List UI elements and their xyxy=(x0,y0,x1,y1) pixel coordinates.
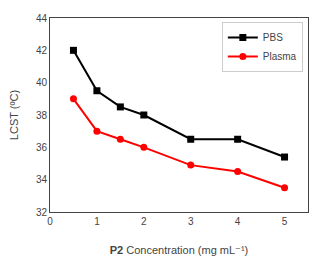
svg-text:44: 44 xyxy=(36,13,48,24)
svg-text:4: 4 xyxy=(235,216,241,227)
svg-text:40: 40 xyxy=(36,77,48,88)
svg-text:Plasma: Plasma xyxy=(263,51,297,62)
svg-text:42: 42 xyxy=(36,45,48,56)
svg-text:2: 2 xyxy=(141,216,147,227)
svg-text:LCST (ºC): LCST (ºC) xyxy=(8,90,20,140)
svg-text:0: 0 xyxy=(47,216,53,227)
svg-text:38: 38 xyxy=(36,110,48,121)
svg-text:1: 1 xyxy=(94,216,100,227)
svg-text:36: 36 xyxy=(36,142,48,153)
svg-text:PBS: PBS xyxy=(263,32,283,43)
svg-text:P2 Concentration (mg mL⁻¹): P2 Concentration (mg mL⁻¹) xyxy=(110,244,248,256)
svg-text:32: 32 xyxy=(36,207,48,218)
svg-text:34: 34 xyxy=(36,174,48,185)
svg-text:3: 3 xyxy=(188,216,194,227)
svg-text:5: 5 xyxy=(282,216,288,227)
